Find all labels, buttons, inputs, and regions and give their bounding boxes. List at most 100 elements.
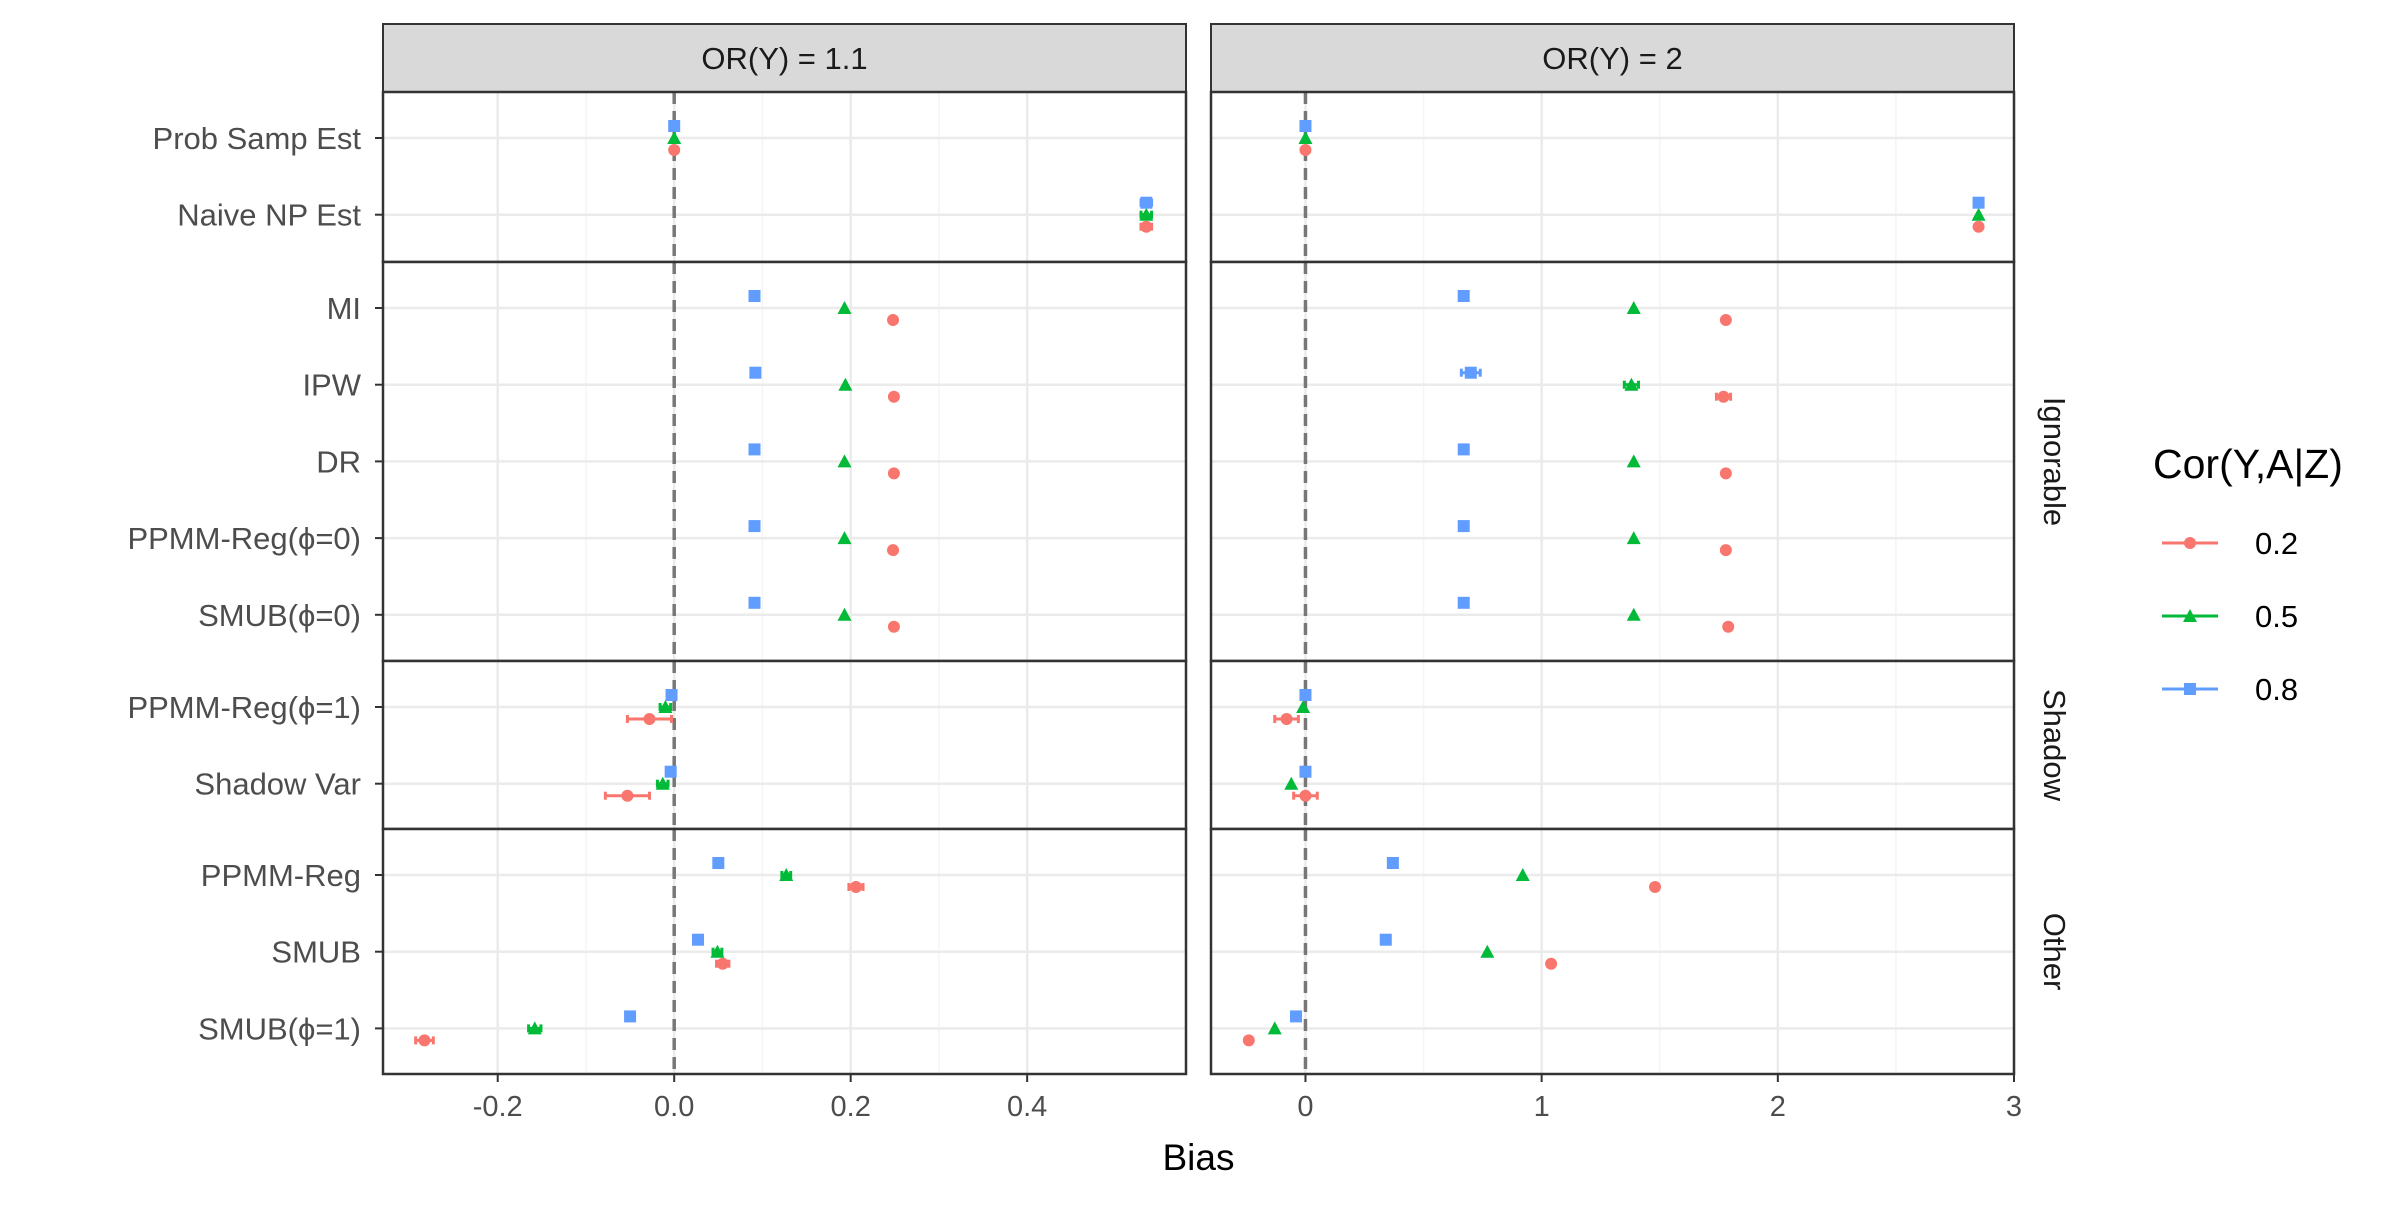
panel-1-mi-0-8-point xyxy=(748,290,761,302)
panel-2-ppmm-reg-0-2-point xyxy=(1649,881,1662,893)
panel-2-shadow-var-0-5-point xyxy=(1284,776,1299,790)
panel-1-naive-np-est-0-5-point xyxy=(1139,207,1154,221)
panel-1-dr-0-8-point xyxy=(748,443,761,456)
facet-row-label-shadow: Shadow xyxy=(2037,689,2072,802)
panel-1-ipw-0-8-point xyxy=(749,366,762,379)
panel-2-smub-0-0-8-point xyxy=(1457,596,1470,609)
panel-2-prob-samp-est-0-2-point xyxy=(1299,144,1312,156)
panel-1-shadow-var-0-2-point xyxy=(621,789,634,802)
panel-1-ppmm-reg-0-8-point xyxy=(712,857,725,869)
panel-1-row-1-background xyxy=(383,92,1186,262)
panel-1-smub-0-2-point xyxy=(716,957,729,970)
panel-2-strip-label: OR(Y) = 2 xyxy=(1542,41,1682,76)
facet-row-label-ignorable: Ignorable xyxy=(2037,397,2072,526)
panel-2-dr-0-2-point xyxy=(1719,467,1732,480)
legend-0-5-swatch xyxy=(2183,609,2197,622)
panel-1-naive-np-est-0-2-point xyxy=(1140,220,1153,233)
panel-1-ppmm-reg-0-2-point xyxy=(849,881,862,893)
y-tick-label-smub-0: SMUB(ϕ=0) xyxy=(198,598,361,633)
panel-1-smub-1-0-8-point xyxy=(624,1010,637,1023)
panel-1-prob-samp-est-0-2-point xyxy=(668,144,681,156)
panel-2-ipw-0-8-point xyxy=(1464,366,1477,379)
panel-1-ppmm-reg-1-0-8-point xyxy=(665,689,678,701)
legend-0-5-label: 0.5 xyxy=(2255,599,2298,634)
panel-1-x-tick-label: 0.2 xyxy=(831,1091,871,1123)
panel-2-smub-0-5-point xyxy=(1480,944,1495,958)
panel-2-smub-1-0-8-point xyxy=(1290,1010,1303,1023)
panel-1-shadow-var-0-5-point xyxy=(655,776,670,790)
panel-1-smub-0-0-2-point xyxy=(887,620,900,633)
panel-2-ppmm-reg-0-0-8-point xyxy=(1457,520,1470,533)
panel-2-x-tick-label: 2 xyxy=(1770,1091,1786,1123)
legend-0-8-swatch xyxy=(2184,683,2196,695)
panel-2-ppmm-reg-0-0-2-point xyxy=(1719,544,1732,557)
y-tick-label-naive-np-est: Naive NP Est xyxy=(177,198,361,233)
y-tick-label-ipw: IPW xyxy=(302,368,361,403)
panel-1-smub-0-5-point xyxy=(710,944,725,958)
panel-2-naive-np-est-0-5-point xyxy=(1971,207,1986,221)
panel-1-ppmm-reg-1-0-5-point xyxy=(658,700,673,713)
y-tick-label-ppmm-reg: PPMM-Reg xyxy=(201,858,361,893)
panel-1-prob-samp-est-0-5-point xyxy=(667,131,682,144)
panel-2-x-tick-label: 1 xyxy=(1534,1091,1550,1123)
panel-1-naive-np-est-0-8-point xyxy=(1140,196,1153,209)
panel-1-x-tick-label: -0.2 xyxy=(473,1091,523,1123)
panel-1-ipw-0-5-point xyxy=(838,377,853,391)
panel-2-mi-0-2-point xyxy=(1719,314,1732,326)
panel-2-smub-1-0-2-point xyxy=(1242,1034,1255,1047)
panel-1-smub-1-0-5-point xyxy=(527,1021,542,1035)
panel-2-shadow-var-0-2-point xyxy=(1299,789,1312,802)
panel-2-row-3-background xyxy=(1211,661,2014,829)
panel-1-smub-0-0-5-point xyxy=(837,607,852,621)
panel-2-ppmm-reg-1-0-5-point xyxy=(1296,700,1311,713)
panel-1-row-3-background xyxy=(383,661,1186,829)
panel-1-ppmm-reg-0-5-point xyxy=(779,868,794,881)
panel-2-strip xyxy=(1210,23,2015,93)
y-tick-label-prob-samp-est: Prob Samp Est xyxy=(153,121,362,156)
facet-row-label-other: Other xyxy=(2037,913,2072,991)
panel-1-prob-samp-est-0-8-point xyxy=(668,120,681,132)
panel-2-naive-np-est-0-2-point xyxy=(1972,220,1985,233)
panel-2-smub-0-0-2-point xyxy=(1722,620,1735,633)
y-tick-label-dr: DR xyxy=(316,444,361,479)
y-tick-label-mi: MI xyxy=(327,291,361,326)
panel-2-prob-samp-est-0-5-point xyxy=(1298,131,1313,144)
panel-1-ppmm-reg-0-0-8-point xyxy=(748,520,761,533)
panel-2-x-tick-label: 3 xyxy=(2006,1091,2022,1123)
panel-1-row-4-border xyxy=(381,827,1188,1076)
panel-1-smub-1-0-2-point xyxy=(418,1034,431,1047)
panel-1-ppmm-reg-1-0-2-point xyxy=(643,713,656,725)
panel-2-dr-0-5-point xyxy=(1626,454,1641,468)
panel-2-ppmm-reg-1-0-8-point xyxy=(1299,689,1312,701)
panel-2-ipw-0-5-point xyxy=(1624,377,1639,391)
panel-1-mi-0-5-point xyxy=(837,301,852,314)
panel-2-mi-0-5-point xyxy=(1626,301,1641,314)
y-tick-label-smub-1: SMUB(ϕ=1) xyxy=(198,1011,361,1046)
y-tick-label-ppmm-reg-0: PPMM-Reg(ϕ=0) xyxy=(127,521,361,556)
panel-2-ppmm-reg-1-0-2-point xyxy=(1280,713,1293,725)
panel-2-prob-samp-est-0-8-point xyxy=(1299,120,1312,132)
y-tick-label-ppmm-reg-1: PPMM-Reg(ϕ=1) xyxy=(127,690,361,725)
panel-2-smub-1-0-5-point xyxy=(1267,1021,1282,1035)
panel-1-strip-label: OR(Y) = 1.1 xyxy=(701,41,867,76)
panel-1-shadow-var-0-8-point xyxy=(664,765,677,778)
panel-1-ipw-0-2-point xyxy=(887,390,900,403)
panel-2-mi-0-8-point xyxy=(1457,290,1470,302)
panel-1-mi-0-2-point xyxy=(887,314,900,326)
panel-2-naive-np-est-0-8-point xyxy=(1972,196,1985,209)
panel-1-smub-0-0-8-point xyxy=(748,596,761,609)
panel-2-ppmm-reg-0-8-point xyxy=(1386,857,1399,869)
panel-1-dr-0-2-point xyxy=(887,467,900,480)
legend-title: Cor(Y,A|Z) xyxy=(2153,441,2343,487)
panel-1-x-tick-label: 0.0 xyxy=(654,1091,694,1123)
panel-1-ppmm-reg-0-0-2-point xyxy=(887,544,900,557)
panel-1-smub-0-8-point xyxy=(692,933,705,946)
panel-2-x-tick-label: 0 xyxy=(1297,1091,1313,1123)
legend-0-2-label: 0.2 xyxy=(2255,526,2298,561)
y-tick-label-shadow-var: Shadow Var xyxy=(194,767,361,802)
panel-2-smub-0-0-5-point xyxy=(1626,607,1641,621)
panel-2-ipw-0-2-point xyxy=(1717,390,1730,403)
panel-1-strip xyxy=(382,23,1187,93)
